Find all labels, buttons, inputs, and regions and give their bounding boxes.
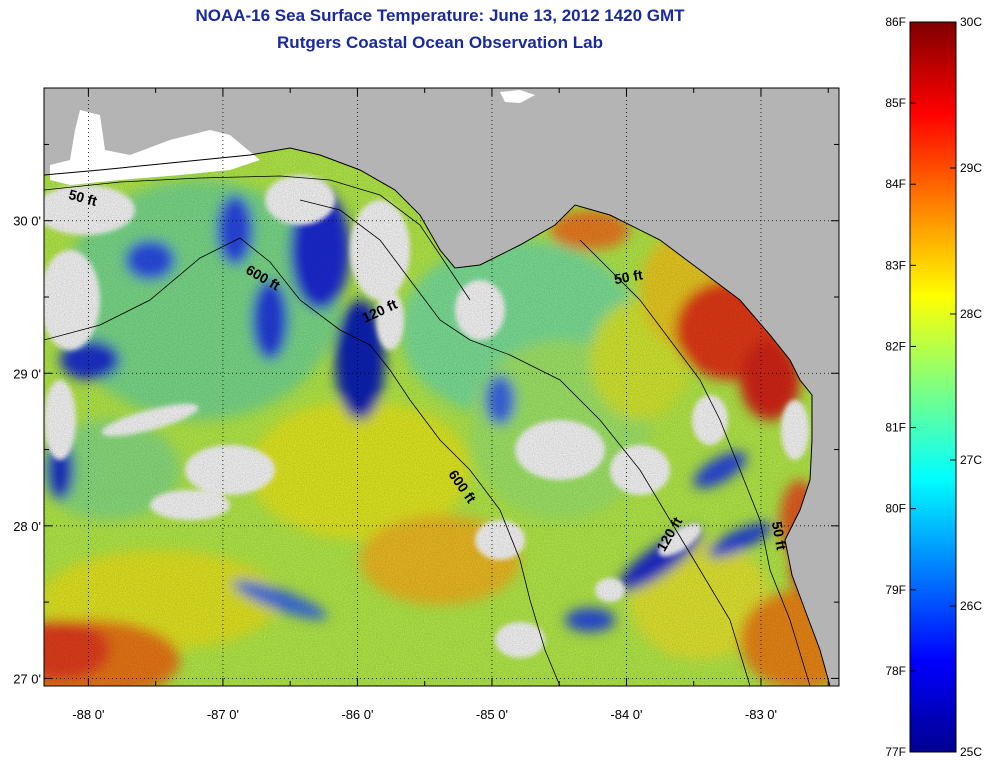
lon-tick-label: -85 0' (476, 707, 508, 722)
lon-tick-label: -83 0' (745, 707, 777, 722)
lat-tick-label: 29 0' (13, 366, 41, 381)
colorbar-c-label: 26C (960, 599, 982, 613)
depth-contours (44, 175, 811, 686)
colorbar-f-label: 86F (885, 15, 906, 29)
lon-tick-label: -84 0' (610, 707, 642, 722)
lon-tick-label: -87 0' (207, 707, 239, 722)
axis-ticks: -88 0' -87 0' -86 0' -85 0' -84 0' -83 0' 30 0… (13, 88, 839, 722)
sst-field (44, 88, 839, 686)
contour-label: 50 ft (613, 266, 644, 287)
chart-subtitle: Rutgers Coastal Ocean Observation Lab (277, 33, 603, 52)
map-frame (43, 87, 840, 687)
colorbar-c-label: 28C (960, 307, 982, 321)
lon-tick-label: -86 0' (341, 707, 373, 722)
colorbar-f-label: 79F (885, 583, 906, 597)
lat-tick-label: 28 0' (13, 519, 41, 534)
graticule (44, 88, 839, 686)
colorbar-f-label: 81F (885, 421, 906, 435)
colorbar-f-label: 83F (885, 258, 906, 272)
colorbar-c-label: 27C (960, 453, 982, 467)
lon-tick-label: -88 0' (72, 707, 104, 722)
contour-label: 50 ft (769, 520, 790, 551)
colorbar-f-label: 78F (885, 664, 906, 678)
colorbar-c-label: 25C (960, 745, 982, 759)
colorbar-f-label: 77F (885, 745, 906, 759)
contour-label: 50 ft (67, 186, 99, 209)
colorbar-f-label: 80F (885, 502, 906, 516)
lat-tick-label: 27 0' (13, 671, 41, 686)
colorbar-gradient (909, 21, 957, 753)
lat-tick-label: 30 0' (13, 214, 41, 229)
colorbar-c-label: 30C (960, 15, 982, 29)
colorbar-f-label: 82F (885, 339, 906, 353)
colorbar-c-label: 29C (960, 161, 982, 175)
colorbar-f-label: 85F (885, 96, 906, 110)
chart-title: NOAA-16 Sea Surface Temperature: June 13… (195, 6, 685, 25)
colorbar-f-label: 84F (885, 177, 906, 191)
